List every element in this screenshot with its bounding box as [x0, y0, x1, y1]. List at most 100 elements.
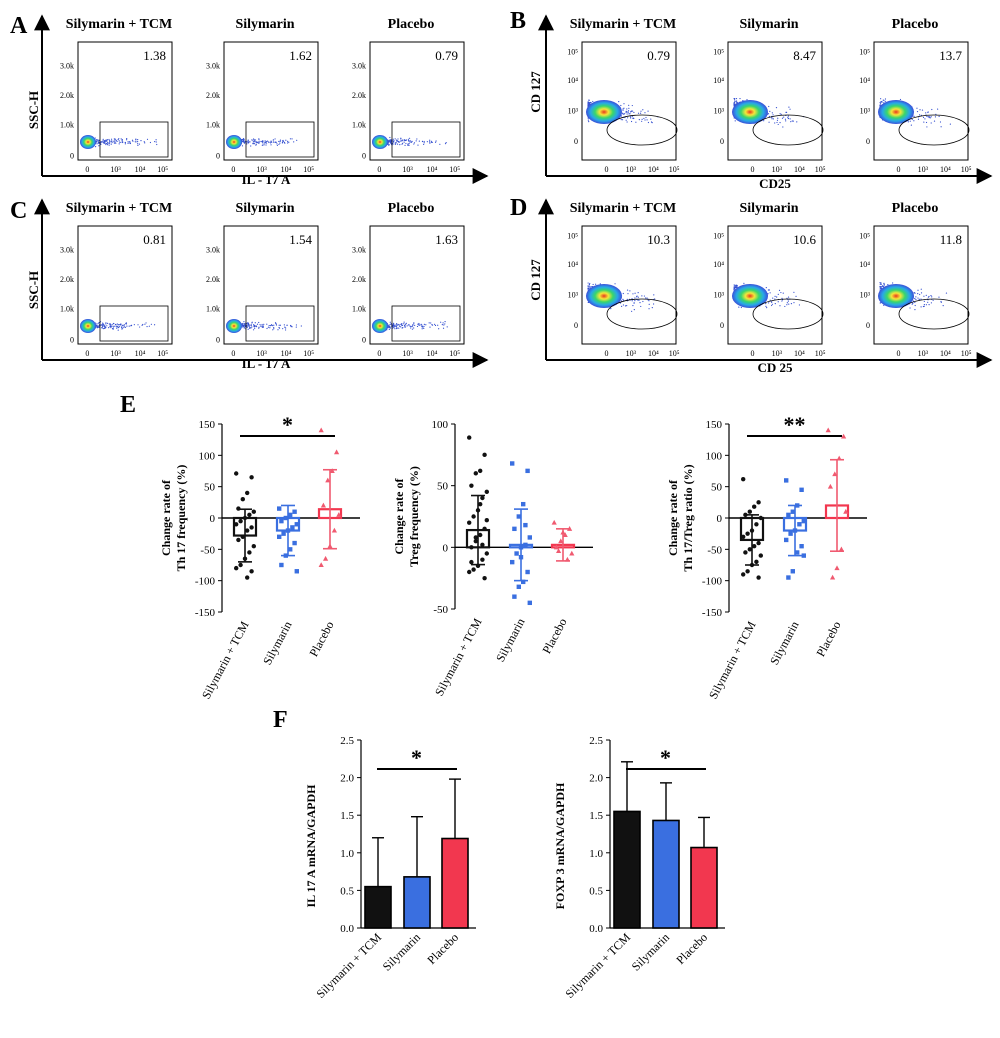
event-dot [122, 326, 124, 328]
event-dot [388, 139, 391, 141]
event-dot [620, 104, 622, 107]
event-dot [883, 284, 886, 286]
event-dot [133, 324, 135, 326]
event-dot [775, 107, 778, 109]
event-dot [258, 326, 260, 328]
data-point [234, 471, 239, 476]
scatter-chart-2: 100 50 0 -50 Change rate of Treg frequency (%… [392, 419, 593, 698]
panel-D-y-tick: 0 [574, 321, 578, 330]
data-point [318, 562, 324, 567]
y-tick-label: 2.5 [589, 735, 603, 747]
event-dot [126, 138, 128, 140]
event-dot [262, 325, 264, 327]
event-dot [442, 327, 445, 329]
event-dot [131, 139, 134, 141]
event-dot [620, 119, 622, 121]
density-core [372, 135, 388, 149]
event-dot [421, 140, 424, 143]
event-dot [648, 308, 650, 310]
event-dot [622, 109, 624, 111]
panel-D-y-tick: 0 [866, 321, 870, 330]
data-point [242, 556, 248, 561]
event-dot [775, 296, 778, 298]
event-dot [771, 303, 774, 305]
category-label: Silymarin + TCM [432, 616, 485, 699]
panel-A-gate-value: 0.79 [435, 48, 458, 63]
event-dot [104, 139, 106, 142]
event-dot [430, 322, 432, 324]
panel-A-x-tick: 10³ [402, 165, 413, 174]
event-dot [767, 289, 769, 291]
event-dot [405, 142, 407, 145]
data-point [551, 519, 557, 525]
panel-B-x-tick: 10⁴ [940, 165, 951, 174]
panel-D-group-label: Silymarin [739, 201, 798, 216]
event-dot [401, 324, 404, 326]
panel-A-event-cloud [372, 135, 447, 149]
event-dot [626, 289, 629, 291]
event-dot [279, 139, 282, 141]
panel-A-gate-value: 1.38 [143, 48, 166, 63]
event-dot [258, 142, 260, 144]
event-dot [256, 323, 259, 325]
event-dot [105, 142, 108, 145]
panel-D-gate-ellipse [898, 298, 970, 330]
data-point [797, 522, 802, 527]
event-dot [246, 326, 248, 328]
event-dot [254, 327, 256, 329]
event-dot [108, 144, 110, 146]
data-point [843, 508, 849, 514]
event-dot [96, 326, 98, 328]
data-point [331, 527, 337, 533]
event-dot [932, 299, 934, 301]
event-dot [632, 293, 634, 295]
event-dot [244, 324, 246, 326]
panel-A-gate-rect [391, 121, 461, 158]
event-dot [787, 117, 790, 120]
panel-D-x-tick: 10⁴ [794, 349, 805, 358]
event-dot [787, 296, 790, 298]
event-dot [111, 141, 113, 144]
event-dot [134, 141, 136, 143]
event-dot [148, 325, 150, 327]
event-dot [388, 328, 390, 331]
panel-A-y-tick: 1.0k [352, 121, 366, 130]
event-dot [746, 99, 748, 101]
event-dot [589, 102, 591, 104]
event-dot [426, 141, 428, 143]
panel-C-y-tick: 1.0k [206, 305, 220, 314]
event-dot [423, 327, 425, 330]
event-dot [637, 112, 640, 114]
data-point [471, 567, 476, 572]
event-dot [102, 322, 104, 324]
panel-D-x-tick: 10⁵ [669, 349, 680, 358]
event-dot [117, 329, 119, 331]
event-dot [882, 285, 884, 287]
event-dot [250, 324, 252, 326]
event-dot [104, 142, 106, 144]
event-dot [917, 118, 920, 120]
event-dot [241, 324, 244, 326]
y-axis-label: Th 17/Treg ratio (%) [681, 464, 695, 571]
panel-D-x-tick: 0 [604, 349, 608, 358]
event-dot [111, 324, 113, 326]
data-point [294, 569, 299, 574]
event-dot [281, 142, 283, 144]
event-dot [925, 304, 927, 306]
event-dot [789, 108, 791, 110]
event-dot [643, 295, 646, 297]
event-dot [115, 139, 117, 142]
event-dot [788, 303, 790, 305]
event-dot [241, 139, 243, 141]
data-point [238, 518, 243, 524]
panel-B-y-tick: 10³ [568, 106, 579, 115]
event-dot [137, 324, 139, 326]
event-dot [440, 321, 442, 323]
event-dot [793, 291, 795, 293]
event-dot [118, 138, 120, 140]
event-dot [413, 142, 416, 144]
event-dot [417, 323, 419, 325]
event-dot [243, 142, 246, 144]
event-dot [879, 283, 881, 285]
event-dot [267, 326, 270, 328]
